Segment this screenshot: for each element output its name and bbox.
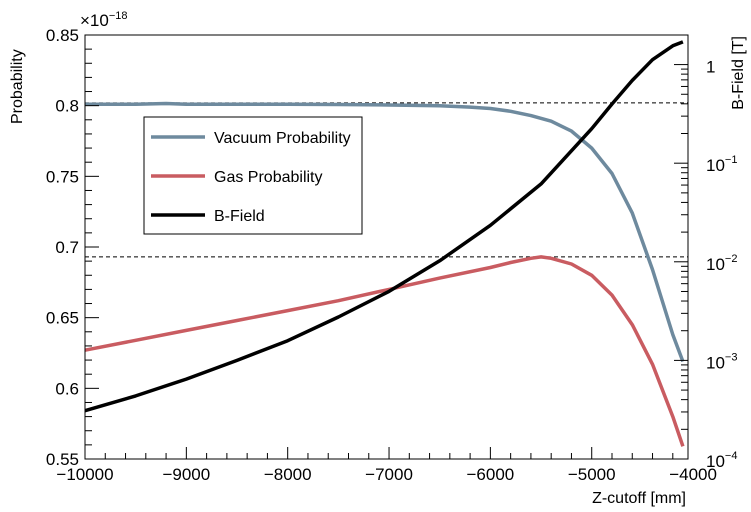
series-line-vacuum-probability bbox=[85, 101, 685, 363]
x-tick-label: −7000 bbox=[365, 465, 413, 484]
x-axis-label: Z-cutoff [mm] bbox=[592, 490, 686, 507]
x-tick-label: −8000 bbox=[264, 465, 312, 484]
y2-tick-label: 10−3 bbox=[706, 351, 737, 372]
y2-tick-label: 10−1 bbox=[706, 154, 737, 175]
y-tick-label: 0.55 bbox=[46, 450, 79, 469]
x-tick-label: −6000 bbox=[467, 465, 515, 484]
y-axis-label: Probability bbox=[9, 49, 26, 124]
y2-axis-label: B-Field [T] bbox=[730, 36, 747, 110]
y-tick-label: 0.65 bbox=[46, 309, 79, 328]
y-tick-label: 0.8 bbox=[55, 97, 79, 116]
y2-tick-label: 10−2 bbox=[706, 253, 737, 274]
y2-tick-label: 1 bbox=[706, 58, 715, 77]
series-line-gas-probability bbox=[84, 255, 685, 447]
series-line-b-field bbox=[84, 40, 684, 413]
x-tick-label: −5000 bbox=[568, 465, 616, 484]
legend-label-gas-probability: Gas Probability bbox=[214, 169, 323, 186]
x-tick-label: −9000 bbox=[162, 465, 210, 484]
y-tick-label: 0.85 bbox=[46, 26, 79, 45]
y-tick-label: 0.75 bbox=[46, 167, 79, 186]
legend: Vacuum Probability Gas Probability B-Field bbox=[143, 116, 363, 235]
y2-tick-label: 10−4 bbox=[706, 450, 737, 471]
x-tick-label: −4000 bbox=[669, 465, 717, 484]
y-tick-label: 0.6 bbox=[55, 379, 79, 398]
plot-frame bbox=[84, 34, 689, 460]
x-tick-label: −10000 bbox=[56, 465, 113, 484]
y-tick-label: 0.7 bbox=[55, 238, 79, 257]
legend-label-b-field: B-Field bbox=[214, 208, 265, 225]
legend-label-vacuum-probability: Vacuum Probability bbox=[214, 130, 351, 147]
y-multiplier: ×10−18 bbox=[80, 10, 128, 30]
